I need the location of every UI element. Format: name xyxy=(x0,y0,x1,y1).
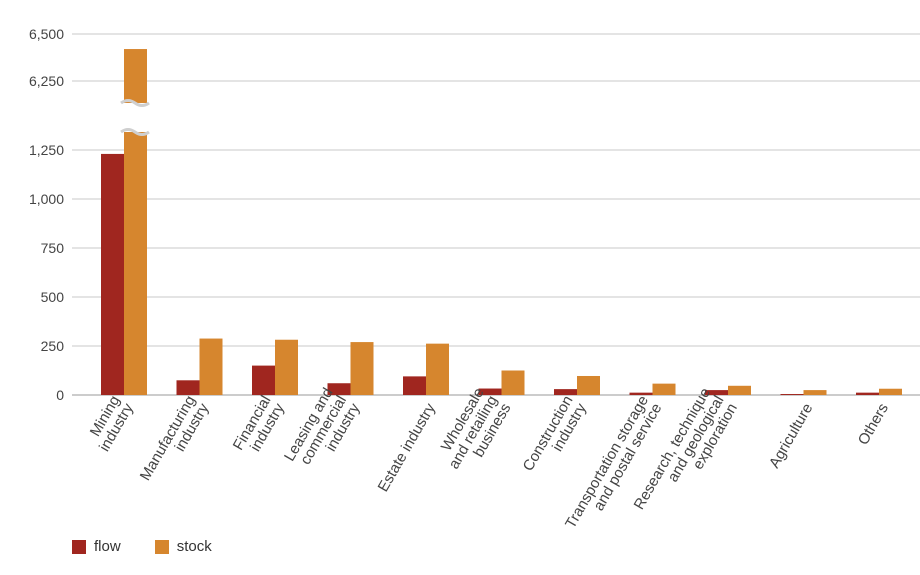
x-tick-label: Miningindustry xyxy=(83,392,138,454)
gridlines xyxy=(72,33,920,396)
legend-label-flow: flow xyxy=(94,538,121,555)
bar-stock xyxy=(728,385,751,395)
x-tick-label: Constructionindustry xyxy=(520,392,591,482)
axis-break xyxy=(120,99,150,136)
bar-stock xyxy=(577,375,600,395)
bar-flow xyxy=(101,153,124,395)
bar-stock-upper xyxy=(124,49,147,103)
x-tick-label: Wholesaleand retailingbusiness xyxy=(432,385,514,480)
legend-swatch-flow xyxy=(72,539,86,554)
y-tick-label: 750 xyxy=(41,240,65,256)
y-tick-label: 0 xyxy=(56,387,64,403)
x-axis-labels: Miningindustry Manufacturingindustry Finan… xyxy=(83,385,892,531)
bar-flow xyxy=(403,376,426,395)
x-tick-label: Agriculture xyxy=(766,401,817,472)
y-tick-label: 1,250 xyxy=(29,142,64,158)
y-axis-ticks: 0 250 500 750 1,000 1,250 6,250 6,500 xyxy=(29,26,64,403)
x-tick-label: Estate industry xyxy=(375,400,440,495)
y-tick-label: 6,500 xyxy=(29,26,64,42)
y-tick-label: 500 xyxy=(41,289,65,305)
y-tick-label: 1,000 xyxy=(29,191,64,207)
bar-stock xyxy=(501,370,525,395)
bar-flow xyxy=(780,394,804,395)
bar-flow xyxy=(327,383,351,395)
y-tick-label: 6,250 xyxy=(29,73,64,89)
x-tick-label: Others xyxy=(855,401,892,448)
x-tick-label: Manufacturingindustry xyxy=(137,392,213,491)
x-tick-label: Financialindustry xyxy=(230,392,288,461)
bar-flow xyxy=(176,380,200,395)
axis-break-mark xyxy=(120,99,150,107)
bar-flow xyxy=(252,365,275,395)
bar-stock xyxy=(275,339,298,395)
axis-break-mark xyxy=(120,128,150,136)
legend-item-stock: stock xyxy=(154,538,212,555)
bar-stock xyxy=(652,383,676,395)
bar-flow xyxy=(856,392,879,395)
legend-swatch-stock xyxy=(154,539,169,554)
legend: flow stock xyxy=(72,538,246,555)
x-tick-label: Leasing andcommercialindustry xyxy=(281,385,364,480)
bar-flow xyxy=(478,388,502,395)
bar-stock xyxy=(879,388,902,395)
bar-flow xyxy=(554,389,577,395)
bar-stock xyxy=(803,390,827,395)
bar-stock xyxy=(124,132,147,395)
bar-stock xyxy=(199,338,223,395)
bar-stock xyxy=(426,343,449,395)
bars xyxy=(101,49,902,395)
bar-stock xyxy=(350,342,374,395)
bar-flow xyxy=(705,390,728,395)
y-tick-label: 250 xyxy=(41,338,65,354)
legend-item-flow: flow xyxy=(72,538,121,555)
legend-label-stock: stock xyxy=(176,538,212,555)
bar-flow xyxy=(629,392,653,395)
